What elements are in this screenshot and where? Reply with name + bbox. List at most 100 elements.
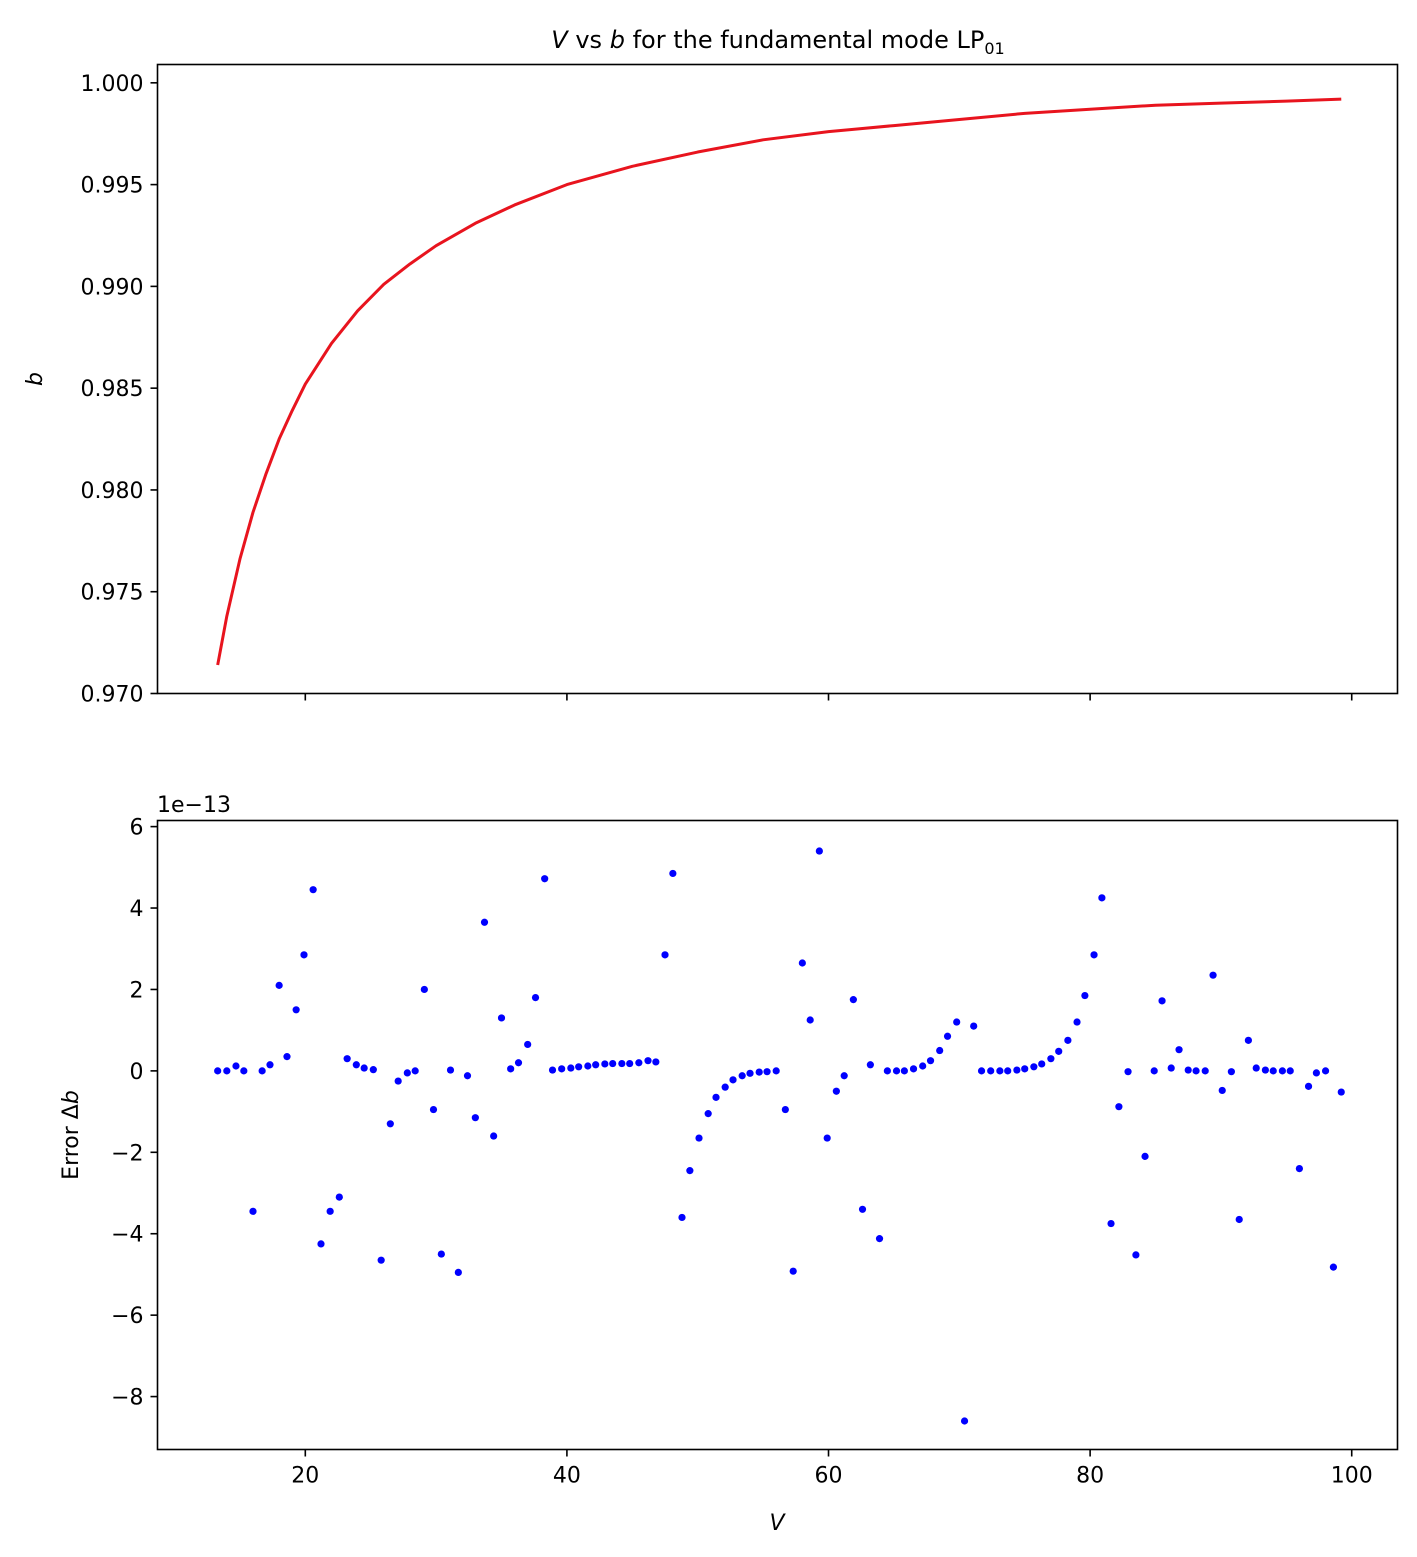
error-point: [661, 951, 669, 959]
error-point: [936, 1046, 944, 1055]
error-point: [1286, 1067, 1294, 1075]
y-tick-label: −6: [111, 1304, 143, 1329]
error-point: [875, 1235, 884, 1243]
error-point: [755, 1068, 763, 1076]
error-point: [858, 1205, 867, 1213]
x-tick-label: 20: [291, 1464, 319, 1489]
title-b: b: [610, 26, 625, 54]
error-point: [223, 1067, 231, 1075]
error-point: [609, 1059, 617, 1068]
error-point: [1244, 1036, 1252, 1044]
error-point: [584, 1062, 592, 1070]
error-point: [335, 1193, 343, 1201]
y-tick-label: 4: [130, 897, 144, 922]
error-point: [960, 1417, 969, 1425]
error-point: [1209, 971, 1217, 979]
error-point: [721, 1083, 729, 1091]
top-panel: V vs b for the fundamental mode LP01 0.9…: [23, 26, 1399, 708]
bottom-plot-area: [214, 847, 1345, 1425]
error-point: [541, 875, 549, 883]
error-point: [678, 1213, 686, 1222]
bottom-x-axis: 20 40 60 80 100: [291, 1449, 1373, 1489]
error-point: [626, 1059, 634, 1068]
error-point: [1081, 991, 1089, 1000]
error-point: [953, 1018, 961, 1026]
error-point: [1158, 997, 1166, 1005]
error-point: [1141, 1152, 1149, 1160]
top-y-axis: 0.970 0.975 0.980 0.985 0.990 0.995 1.000: [81, 72, 158, 708]
y-tick-label: −2: [111, 1141, 143, 1166]
error-point: [900, 1067, 908, 1075]
error-point: [781, 1105, 789, 1114]
top-x-axis: [304, 693, 1353, 701]
error-point: [514, 1059, 523, 1067]
error-point: [240, 1067, 248, 1075]
x-tick-label: 40: [553, 1464, 581, 1489]
error-point: [772, 1067, 780, 1075]
error-point: [446, 1066, 455, 1074]
error-point: [1175, 1046, 1183, 1054]
error-point: [283, 1053, 291, 1061]
error-point: [1252, 1064, 1260, 1072]
bottom-y-axis: −8 −6 −4 −2 0 2 4 6: [111, 816, 158, 1411]
error-point: [892, 1067, 901, 1075]
error-point: [789, 1267, 797, 1275]
y-tick-label: 1.000: [81, 72, 144, 97]
error-point: [866, 1061, 874, 1069]
b-curve-line: [216, 97, 1342, 666]
error-point: [1192, 1067, 1200, 1075]
error-point: [531, 994, 540, 1002]
error-point: [712, 1093, 720, 1101]
x-tick-label: 100: [1331, 1464, 1373, 1489]
error-point: [567, 1064, 575, 1072]
y-tick-label: −8: [111, 1386, 143, 1411]
y-tick-label: 0.990: [81, 275, 144, 300]
error-point: [360, 1064, 368, 1072]
error-point: [832, 1087, 840, 1095]
error-point: [977, 1067, 986, 1075]
error-point: [943, 1032, 952, 1040]
error-point: [266, 1061, 274, 1069]
error-point: [996, 1067, 1004, 1075]
error-point: [926, 1057, 935, 1065]
error-point: [1107, 1219, 1115, 1228]
y-tick-label: 2: [130, 978, 144, 1003]
error-point: [1090, 951, 1098, 959]
error-point: [823, 1134, 831, 1142]
error-point: [909, 1065, 918, 1073]
error-point: [1167, 1064, 1175, 1072]
error-point: [1150, 1067, 1158, 1075]
error-point: [738, 1072, 746, 1080]
ylabel-italic: b: [59, 1090, 84, 1104]
error-point: [369, 1066, 377, 1074]
y-tick-label: 0.995: [81, 174, 144, 199]
error-point: [635, 1059, 643, 1067]
error-point: [497, 1014, 506, 1022]
error-point: [970, 1022, 978, 1030]
error-point: [575, 1063, 583, 1071]
title-rest: for the fundamental mode LP: [633, 26, 985, 54]
error-point: [1073, 1018, 1081, 1026]
error-point: [1201, 1067, 1209, 1075]
error-point: [806, 1016, 814, 1024]
error-point: [429, 1105, 438, 1114]
error-point: [326, 1207, 334, 1215]
error-point: [1321, 1067, 1330, 1075]
error-point: [480, 918, 489, 926]
error-point: [669, 869, 677, 878]
error-point: [275, 981, 283, 989]
top-plot-area: [216, 97, 1342, 666]
error-point: [1329, 1263, 1338, 1271]
error-point: [394, 1077, 402, 1085]
y-tick-label: 0.980: [81, 479, 144, 504]
error-point: [343, 1055, 351, 1063]
error-point: [249, 1207, 257, 1215]
error-point: [652, 1058, 660, 1066]
error-point: [214, 1067, 222, 1075]
error-point: [471, 1114, 479, 1122]
y-offset-text: 1e−13: [157, 793, 231, 818]
error-point: [729, 1076, 737, 1084]
error-point: [1013, 1066, 1021, 1074]
